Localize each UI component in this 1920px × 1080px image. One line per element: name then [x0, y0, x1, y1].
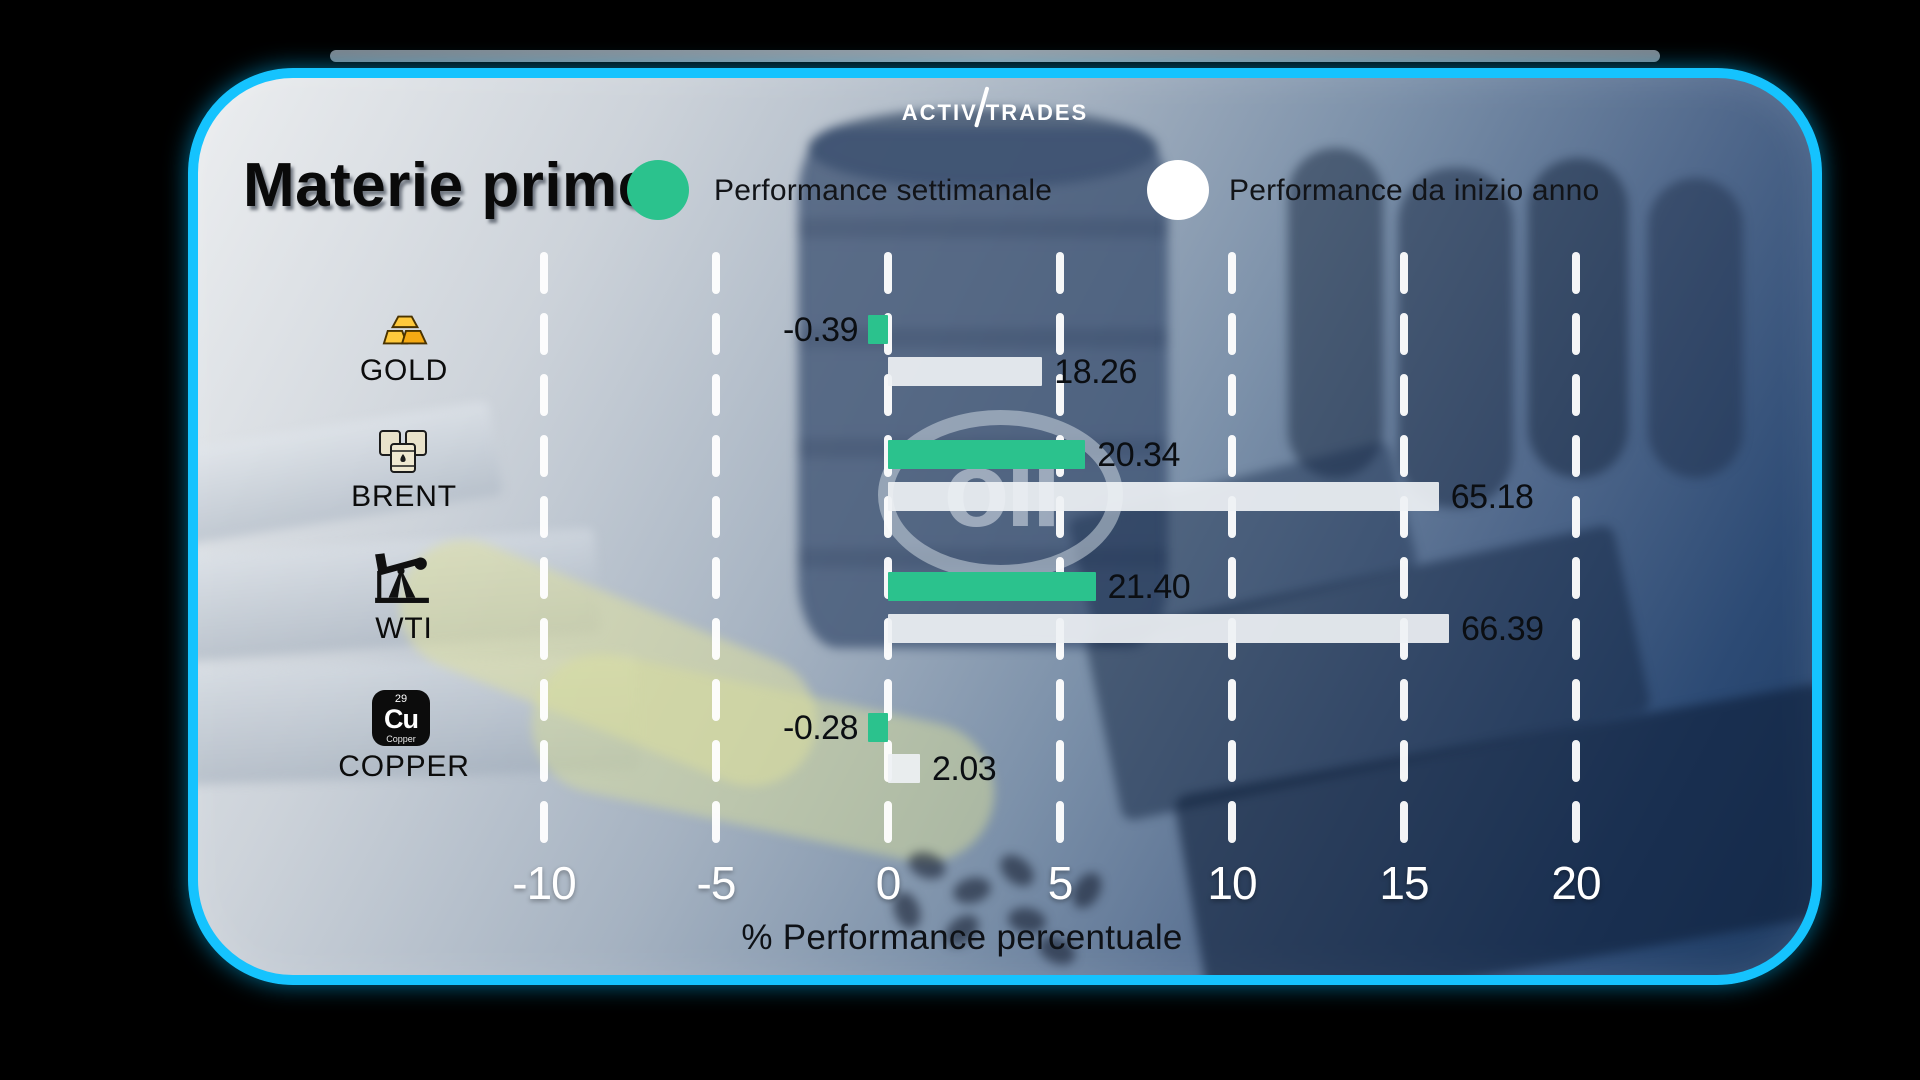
legend-weekly-label: Performance settimanale	[714, 174, 1053, 207]
page-title: Materie prime	[243, 151, 653, 220]
row-label-wti: WTI	[375, 612, 433, 645]
x-axis-title: % Performance percentuale	[741, 918, 1183, 957]
copper-ytd-bar	[888, 754, 920, 783]
brent-weekly-value: 20.34	[1097, 436, 1180, 474]
copper-element-icon: 29 Cu Copper	[372, 690, 430, 746]
x-axis-tick: 20	[1551, 857, 1601, 909]
coffee-bean-image	[950, 873, 994, 908]
gold-weekly-bar	[868, 315, 888, 344]
wti-weekly-value: 21.40	[1107, 568, 1191, 606]
metal-ingot-image	[1173, 682, 1812, 975]
gold-ytd-value: 18.26	[1054, 353, 1137, 391]
oil-pumpjack-icon	[375, 553, 429, 603]
brent-ytd-value: 65.18	[1450, 478, 1534, 516]
x-axis-tick: 5	[1047, 857, 1074, 909]
copper-name: Copper	[386, 734, 416, 744]
logo-text-trades: Trades	[985, 92, 1089, 127]
metal-cylinder-image	[1648, 178, 1743, 478]
x-axis-tick: 0	[875, 857, 902, 909]
row-label-copper: COPPER	[338, 750, 470, 783]
copper-symbol: Cu	[384, 704, 419, 734]
legend-ytd-circle-icon	[1147, 160, 1209, 220]
top-accent-bar	[330, 50, 1660, 62]
wti-weekly-bar	[888, 572, 1096, 601]
copper-ytd-value: 2.03	[932, 750, 997, 788]
x-axis-tick: 15	[1379, 857, 1429, 909]
gold-weekly-value: -0.39	[783, 311, 859, 349]
metal-cylinder-image	[1398, 168, 1513, 508]
copper-atomic-number: 29	[394, 693, 408, 705]
wti-ytd-value: 66.39	[1460, 610, 1544, 648]
coffee-bean-image	[994, 848, 1040, 893]
x-axis-tick: -5	[696, 857, 737, 909]
x-axis-tick: 10	[1207, 857, 1257, 909]
silver-bars-image	[198, 400, 504, 551]
x-axis-tick: -10	[512, 857, 576, 909]
gold-bars-icon	[382, 315, 428, 345]
brent-weekly-bar	[888, 440, 1086, 469]
brent-ytd-bar	[888, 482, 1439, 511]
activtrades-logo: Activ Trades	[902, 86, 1088, 134]
copper-weekly-bar	[868, 713, 888, 742]
oil-barrels-icon	[379, 430, 427, 473]
coffee-bean-image	[1066, 867, 1108, 914]
copper-weekly-value: -0.28	[783, 709, 859, 747]
coffee-bean-image	[904, 847, 950, 884]
legend-ytd-label: Performance da inizio anno	[1229, 174, 1600, 207]
row-label-brent: BRENT	[351, 480, 457, 513]
wti-ytd-bar	[888, 614, 1449, 643]
legend-weekly-circle-icon	[627, 160, 689, 220]
row-label-gold: GOLD	[359, 354, 449, 387]
logo-text-activ: Activ	[901, 92, 978, 127]
gold-ytd-bar	[888, 357, 1043, 386]
